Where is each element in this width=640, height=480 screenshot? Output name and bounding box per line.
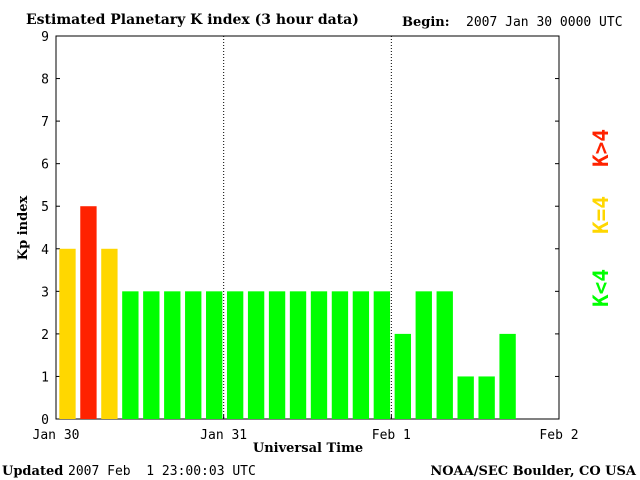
kp-bar	[436, 291, 453, 419]
kp-bar	[185, 291, 202, 419]
x-tick-label: Jan 30	[33, 428, 80, 443]
bars	[59, 206, 516, 419]
y-tick-label: 3	[41, 285, 49, 300]
begin-label: Begin:	[402, 15, 450, 30]
source-credit: NOAA/SEC Boulder, CO USA	[430, 464, 637, 479]
kp-bar	[415, 291, 432, 419]
y-tick-label: 5	[41, 200, 49, 215]
y-tick-label: 2	[41, 328, 49, 343]
kp-bar	[247, 291, 265, 419]
updated-value: 2007 Feb 1 23:00:03 UTC	[68, 464, 256, 479]
kp-bar	[80, 206, 97, 419]
kp-bar	[352, 291, 370, 419]
y-tick-label: 4	[41, 243, 49, 258]
kp-bar	[457, 376, 474, 419]
kp-bar	[268, 291, 286, 419]
begin-value: 2007 Jan 30 0000 UTC	[466, 15, 623, 30]
kp-bar	[59, 248, 76, 419]
x-tick-label: Jan 31	[200, 428, 247, 443]
x-tick-label: Feb 1	[372, 428, 411, 443]
kp-bar	[101, 248, 118, 419]
kp-bar	[394, 333, 411, 419]
legend-k-equal-4: K=4	[589, 196, 613, 234]
kp-bar	[226, 291, 244, 419]
kp-bar	[164, 291, 181, 419]
kp-bar	[206, 291, 223, 419]
updated-label: Updated	[2, 464, 63, 479]
y-axis-ticks: 0 1 2 3 4 5 6 7 8 9	[41, 30, 559, 428]
chart-title: Estimated Planetary K index (3 hour data…	[26, 12, 359, 28]
kp-bar	[499, 333, 516, 419]
x-axis-label: Universal Time	[253, 441, 363, 456]
x-tick-label: Feb 2	[539, 428, 578, 443]
y-axis-label: Kp index	[16, 196, 31, 261]
y-tick-label: 8	[41, 73, 49, 88]
kp-bar	[143, 291, 160, 419]
y-tick-label: 1	[41, 370, 49, 385]
kp-bar	[122, 291, 139, 419]
legend-k-above-4: K>4	[589, 129, 613, 167]
kp-bar	[478, 376, 495, 419]
kp-bar	[310, 291, 328, 419]
y-tick-label: 9	[41, 30, 49, 45]
kp-bar	[289, 291, 307, 419]
kp-bar	[331, 291, 349, 419]
kp-bar	[373, 291, 391, 419]
y-tick-label: 6	[41, 158, 49, 173]
y-tick-label: 7	[41, 115, 49, 130]
day-separators	[223, 36, 392, 419]
x-axis-ticks: Jan 30 Jan 31 Feb 1 Feb 2	[33, 415, 579, 443]
y-tick-label: 0	[41, 413, 49, 428]
legend-k-below-4: K<4	[589, 269, 613, 307]
plot-frame	[55, 35, 560, 420]
